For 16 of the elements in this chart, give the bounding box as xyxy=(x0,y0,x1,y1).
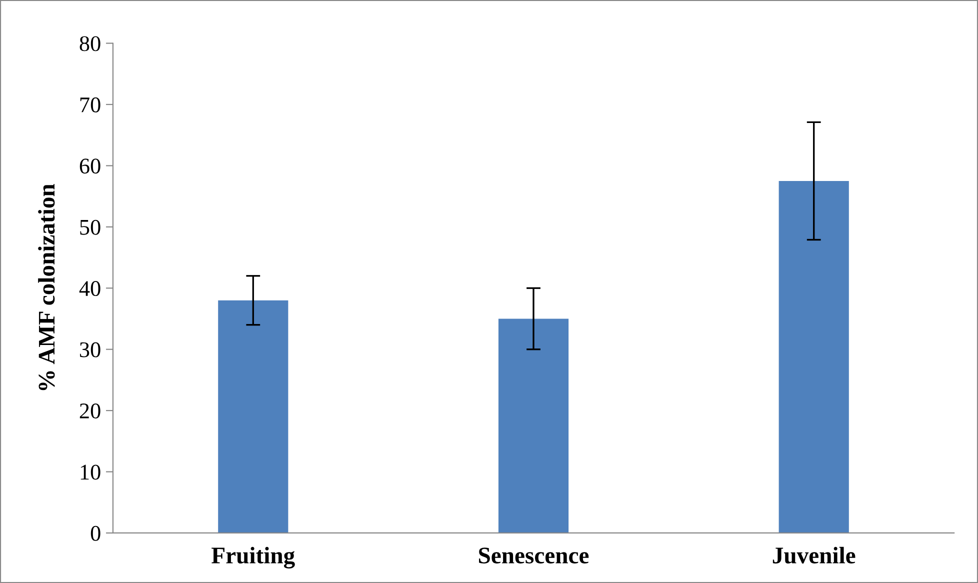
y-tick-label: 40 xyxy=(79,281,100,296)
y-axis-title: % AMF colonization xyxy=(38,184,55,390)
x-tick-label: Fruiting xyxy=(212,546,295,568)
y-tick-label: 60 xyxy=(80,158,100,174)
y-tick-label: 70 xyxy=(80,97,100,112)
x-tick-label: Juvenile xyxy=(772,546,856,564)
y-tick-label: 50 xyxy=(80,220,100,235)
y-tick-label: 0 xyxy=(90,526,100,541)
y-tick-label: 80 xyxy=(80,36,100,52)
y-tick-label: 10 xyxy=(80,464,100,480)
y-tick-label: 30 xyxy=(80,342,100,358)
x-tick-label: Senescence xyxy=(479,548,589,564)
bar xyxy=(218,300,288,533)
y-tick-label: 20 xyxy=(80,403,100,418)
bar xyxy=(498,318,569,533)
bar xyxy=(778,180,849,533)
